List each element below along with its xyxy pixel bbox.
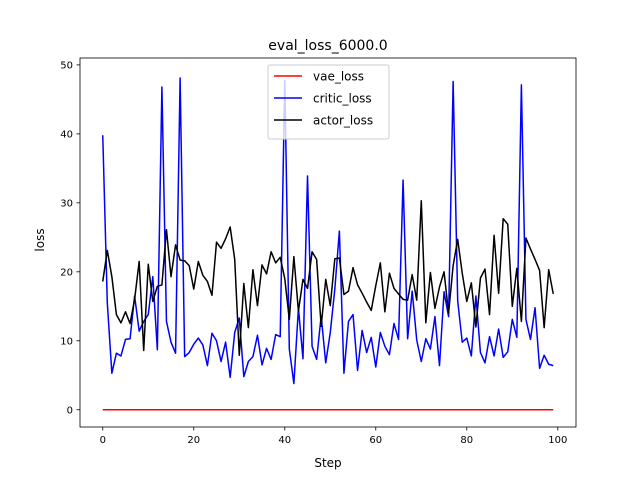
series-line-actor_loss — [102, 200, 554, 357]
chart-title: eval_loss_6000.0 — [268, 38, 387, 54]
x-tick-label: 80 — [460, 435, 473, 446]
x-tick-label: 100 — [548, 435, 567, 446]
legend: vae_loss critic_loss actor_loss — [267, 64, 390, 140]
y-tick-label: 50 — [60, 60, 73, 71]
axes: 0 20 40 60 80 100 0 10 20 30 40 50 — [60, 57, 577, 446]
y-tick-label: 10 — [60, 336, 73, 347]
legend-label-vae_loss: vae_loss — [313, 70, 364, 84]
y-tick-label: 20 — [60, 267, 73, 278]
x-tick-label: 20 — [187, 435, 200, 446]
series-line-critic_loss — [102, 77, 554, 385]
y-tick-label: 0 — [67, 405, 73, 416]
x-tick-label: 0 — [100, 435, 106, 446]
x-tick-label: 40 — [278, 435, 291, 446]
x-tick-label: 60 — [369, 435, 382, 446]
legend-label-critic_loss: critic_loss — [313, 92, 372, 106]
y-tick-label: 40 — [60, 129, 73, 140]
y-tick-label: 30 — [60, 198, 73, 209]
x-axis-label: Step — [314, 456, 341, 470]
legend-label-actor_loss: actor_loss — [313, 114, 373, 128]
y-axis-label: loss — [33, 228, 47, 251]
plot-frame — [79, 57, 577, 428]
plot-lines — [102, 77, 554, 411]
